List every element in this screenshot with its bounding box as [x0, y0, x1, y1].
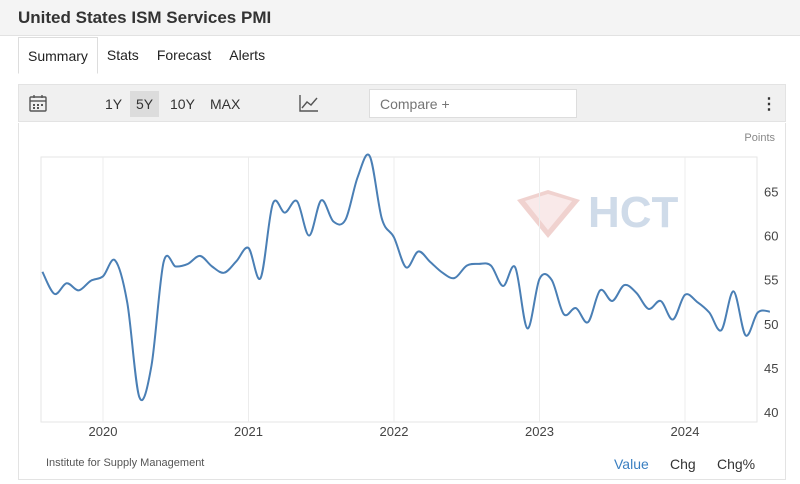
tab-alerts[interactable]: Alerts [229, 47, 266, 63]
tab-forecast[interactable]: Forecast [156, 47, 212, 63]
range-10y-button[interactable]: 10Y [170, 96, 195, 112]
chg-mode-button[interactable]: Chg [670, 456, 696, 472]
range-max-button[interactable]: MAX [210, 96, 241, 112]
page-title: United States ISM Services PMI [18, 8, 272, 27]
tab-bar: Summary Stats Forecast Alerts [18, 37, 274, 74]
chart-toolbar: 1Y 5Y 10Y MAX ⋮ [18, 84, 786, 122]
range-1y-button[interactable]: 1Y [105, 96, 123, 112]
source-label: Institute for Supply Management [46, 457, 205, 469]
title-bar: United States ISM Services PMI [0, 0, 800, 36]
range-5y-button[interactable]: 5Y [130, 91, 160, 117]
chart-type-icon[interactable] [299, 94, 319, 112]
chart-panel [18, 123, 786, 480]
chg-percent-mode-button[interactable]: Chg% [717, 456, 756, 472]
tab-summary[interactable]: Summary [18, 37, 98, 74]
tab-stats[interactable]: Stats [106, 47, 139, 63]
calendar-icon[interactable] [29, 94, 47, 112]
compare-input[interactable] [369, 89, 577, 118]
value-mode-button[interactable]: Value [614, 456, 649, 472]
more-options-icon[interactable]: ⋮ [761, 96, 777, 113]
